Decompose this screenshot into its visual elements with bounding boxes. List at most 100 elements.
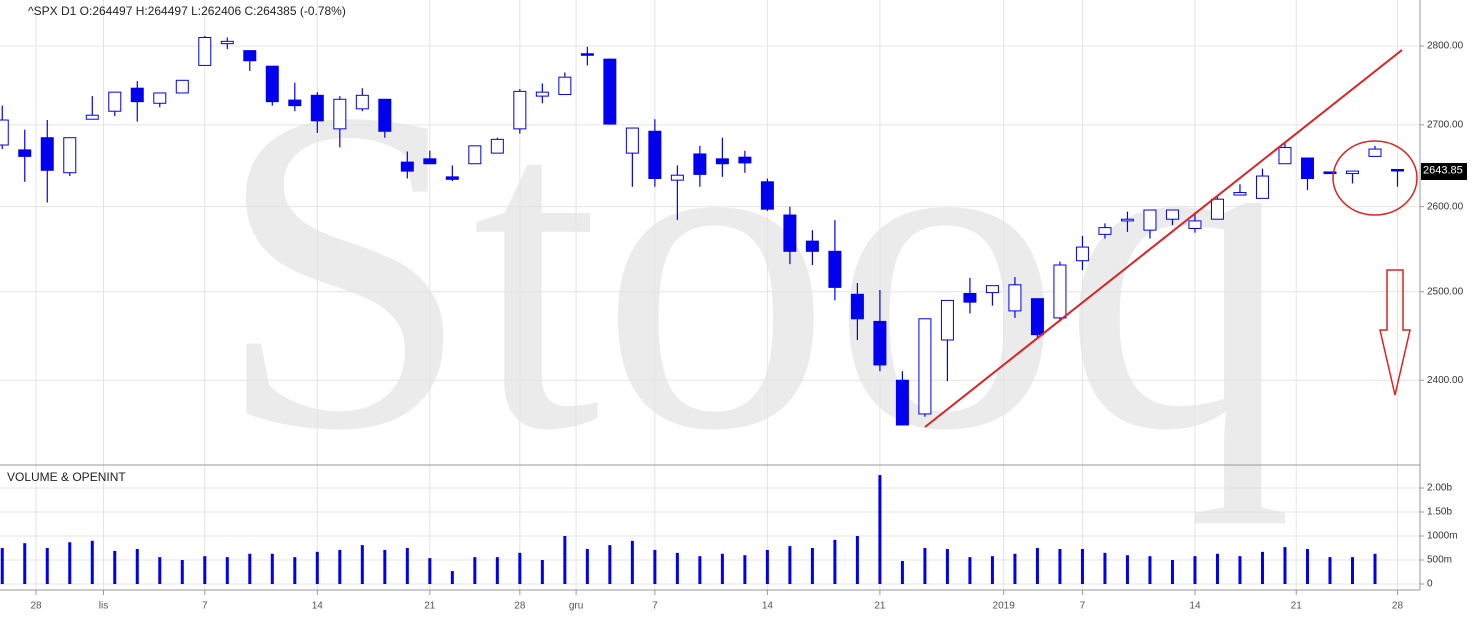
x-tick-label: 21 [1291, 601, 1303, 612]
volume-bar [495, 557, 499, 585]
watermark: Stooq [215, 13, 1293, 526]
candle-body [265, 65, 279, 103]
candle-body [198, 36, 212, 66]
volume-bar [720, 553, 724, 585]
y-tick-label: 2400.00 [1427, 375, 1464, 386]
y-tick-label: 1.50b [1427, 507, 1452, 518]
candle-body [18, 149, 32, 157]
candle-body [175, 79, 189, 94]
x-tick-label: 21 [874, 601, 886, 612]
volume-bar [270, 553, 274, 585]
y-tick-label: 0 [1427, 579, 1433, 590]
volume-bar [990, 556, 994, 585]
highlight-circle [1332, 140, 1418, 216]
volume-bar [338, 549, 342, 585]
candle-body [333, 98, 347, 130]
volume-bar [1350, 557, 1354, 585]
y-tick-label: 2600.00 [1427, 201, 1464, 212]
y-tick-label: 1000m [1427, 531, 1458, 542]
volume-bar [900, 560, 904, 585]
candle-body [873, 320, 887, 366]
volume-bar [1238, 556, 1242, 585]
volume-bar [1058, 548, 1062, 585]
candle-body [1143, 209, 1157, 231]
candle-body [963, 292, 977, 303]
candle-body [715, 158, 729, 165]
candle-body [243, 50, 257, 62]
candle-body [288, 99, 302, 107]
candle-body [1188, 220, 1202, 229]
volume-bar [743, 555, 747, 585]
volume-bar [135, 548, 139, 585]
candle-body [828, 250, 842, 288]
x-tick-label: 21 [424, 601, 436, 612]
candle-body [850, 293, 864, 320]
volume-bar [698, 556, 702, 585]
volume-bar [0, 548, 4, 585]
volume-bar [158, 557, 162, 585]
candle-body [378, 98, 392, 132]
trend-line [924, 49, 1403, 428]
candle-body [108, 91, 122, 112]
y-tick-label: 2500.00 [1427, 286, 1464, 297]
candle-body [1120, 218, 1134, 222]
chart-title: ^SPX D1 O:264497 H:264497 L:262406 C:264… [28, 4, 346, 18]
volume-bar [585, 548, 589, 585]
volume-bar [1215, 553, 1219, 585]
y-tick-label: 2800.00 [1427, 41, 1464, 52]
volume-bar [23, 543, 27, 585]
volume-bar [765, 549, 769, 585]
volume-bar [630, 540, 634, 585]
candle-body [603, 58, 617, 125]
volume-bar [653, 549, 657, 585]
candle-body [1323, 171, 1337, 175]
candle-body [1008, 284, 1022, 312]
x-tick-label: 14 [312, 601, 324, 612]
volume-bar [788, 546, 792, 585]
candle-body [445, 176, 459, 180]
volume-bar [383, 549, 387, 585]
volume-bar [315, 551, 319, 585]
volume-bar [675, 552, 679, 585]
volume-bar [1170, 560, 1174, 585]
volume-bar [180, 560, 184, 585]
candle-body [648, 130, 662, 180]
candle-body [1098, 227, 1112, 235]
volume-bar [90, 540, 94, 585]
candle-body [558, 76, 572, 96]
volume-bar [1013, 553, 1017, 585]
volume-bar [450, 571, 454, 585]
candle-body [1300, 157, 1314, 180]
candle-body [1255, 175, 1269, 199]
candle-body [805, 240, 819, 252]
x-tick-label: 14 [1189, 601, 1201, 612]
pane-title: VOLUME & OPENINT [7, 470, 126, 484]
candle-body [1278, 146, 1292, 165]
volume-bar [68, 542, 72, 585]
down-arrow [1379, 269, 1411, 396]
volume-bar [1328, 557, 1332, 585]
candle-body [1053, 264, 1067, 319]
volume-bar [360, 545, 364, 585]
candle-body [468, 145, 482, 165]
candle-body [400, 161, 414, 172]
y-tick-label: 500m [1427, 555, 1452, 566]
candle-body [85, 114, 99, 120]
candle-body [153, 92, 167, 104]
volume-bar [608, 545, 612, 585]
candle-body [693, 153, 707, 175]
volume-bar [1283, 547, 1287, 585]
volume-bar [968, 557, 972, 585]
candle-body [40, 137, 54, 171]
candle-body [918, 318, 932, 415]
volume-bar [810, 548, 814, 585]
volume-bar [540, 560, 544, 585]
candle-body [1165, 209, 1179, 220]
candle-body [1030, 298, 1044, 336]
y-tick-label: 2.00b [1427, 483, 1452, 494]
candle-body [895, 379, 909, 426]
candle-body [310, 94, 324, 122]
volume-bar [1305, 548, 1309, 585]
candle-body [423, 158, 437, 165]
candle-body [130, 87, 144, 103]
